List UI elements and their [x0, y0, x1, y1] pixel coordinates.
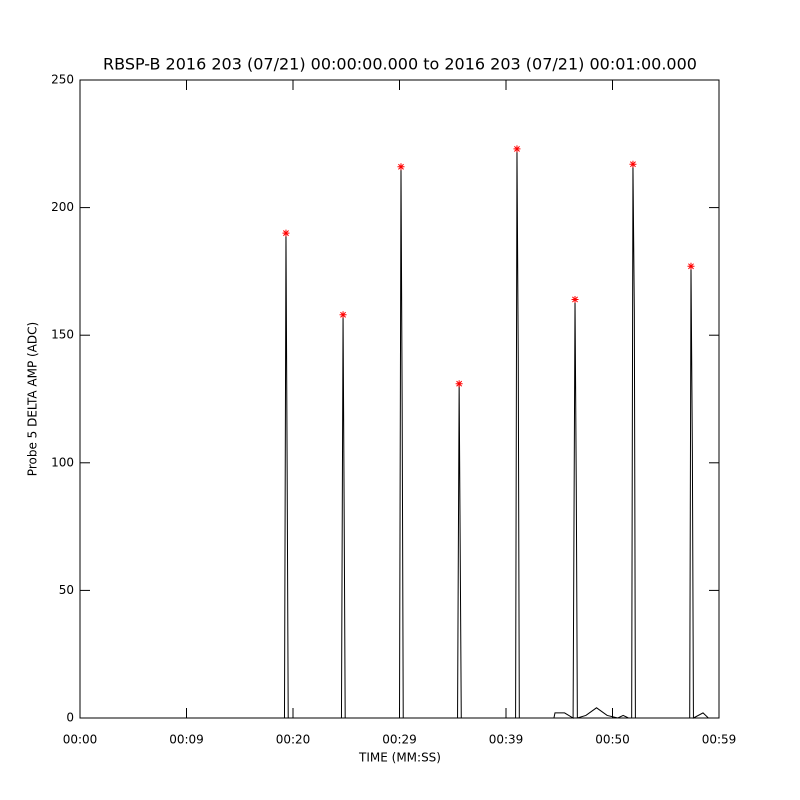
data-line — [80, 148, 719, 719]
y-tick-label: 50 — [59, 583, 74, 597]
peak-marker — [339, 311, 347, 319]
peak-marker — [513, 145, 521, 153]
y-axis-label: Probe 5 DELTA AMP (ADC) — [26, 322, 40, 476]
x-tick-label: 00:50 — [595, 733, 630, 747]
x-tick-label: 00:00 — [63, 733, 98, 747]
peak-marker — [397, 163, 405, 171]
x-tick-label: 00:29 — [382, 733, 417, 747]
peak-marker — [687, 262, 695, 270]
y-tick-label: 100 — [51, 455, 74, 469]
x-tick-label: 00:09 — [169, 733, 204, 747]
y-tick-label: 200 — [51, 200, 74, 214]
x-tick-label: 00:20 — [276, 733, 311, 747]
peak-marker — [282, 229, 290, 237]
x-tick-label: 00:59 — [702, 733, 737, 747]
y-tick-label: 250 — [51, 73, 74, 87]
peak-marker — [455, 380, 463, 388]
chart-title: RBSP-B 2016 203 (07/21) 00:00:00.000 to … — [103, 55, 697, 74]
x-tick-label: 00:39 — [489, 733, 524, 747]
peak-marker — [629, 160, 637, 168]
y-tick-label: 150 — [51, 328, 74, 342]
y-tick-label: 0 — [66, 711, 74, 725]
x-axis-label: TIME (MM:SS) — [358, 751, 441, 765]
peak-marker — [571, 295, 579, 303]
